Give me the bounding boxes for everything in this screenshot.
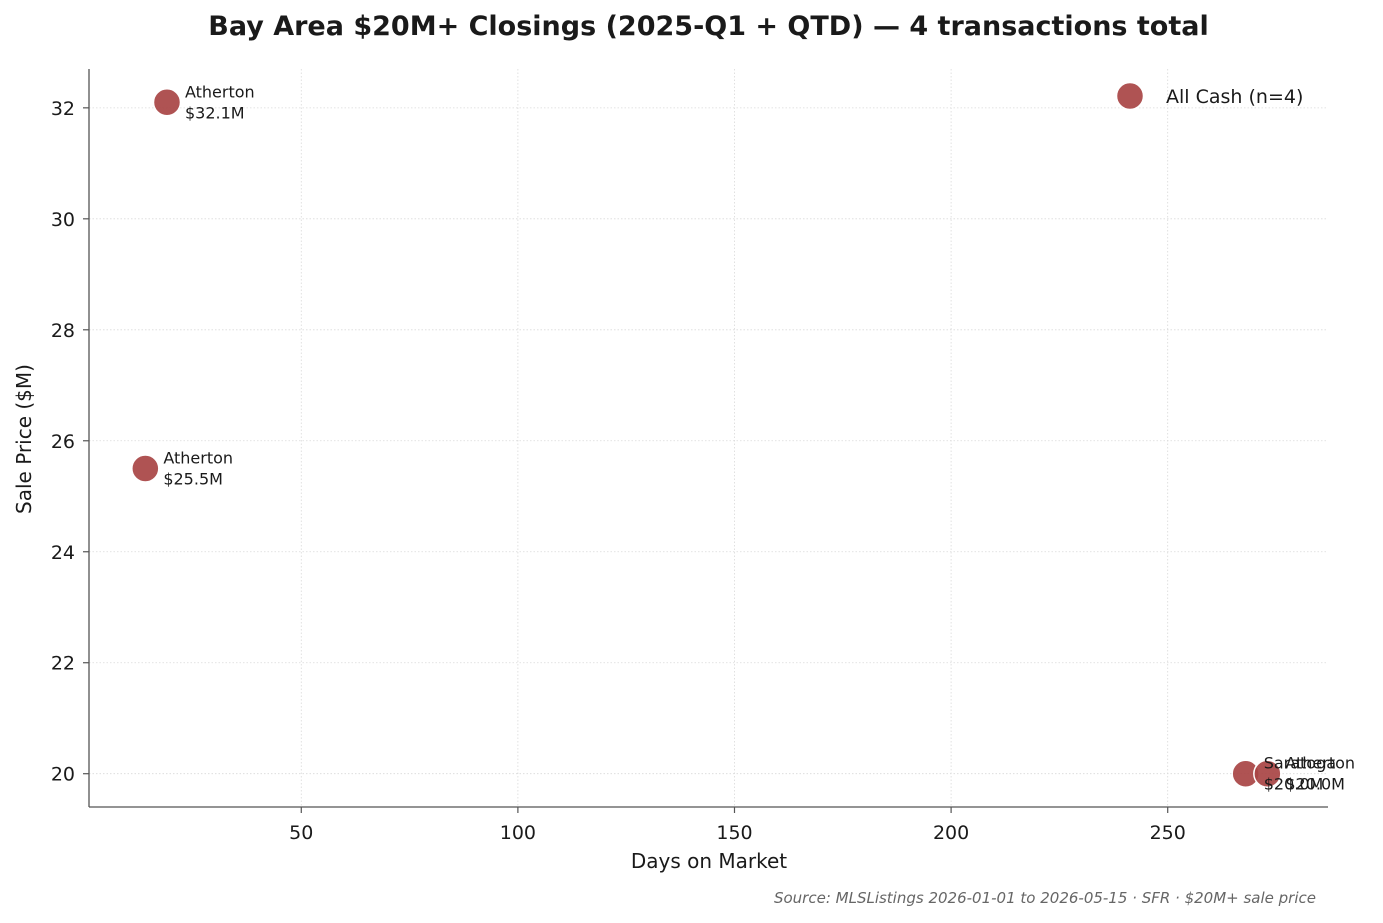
legend-marker: [1115, 81, 1145, 111]
y-tick-label: 28: [51, 320, 75, 342]
point-label-price: $25.5M: [163, 470, 223, 489]
grid-lines: [89, 69, 1328, 807]
y-tick-label: 20: [51, 764, 75, 786]
point-label-city: Atherton: [185, 82, 255, 101]
point-label-city: Atherton: [1285, 754, 1355, 773]
legend: All Cash (n=4): [1115, 81, 1303, 111]
chart-title: Bay Area $20M+ Closings (2025-Q1 + QTD) …: [208, 11, 1209, 42]
y-tick-label: 24: [51, 542, 75, 564]
x-tick-label: 50: [289, 822, 313, 844]
y-axis-label: Sale Price ($M): [12, 364, 36, 514]
point-label-city: Atherton: [163, 449, 233, 468]
data-points: [131, 88, 1282, 788]
data-point: [1253, 759, 1282, 788]
point-label-price: $20.0M: [1264, 775, 1324, 794]
x-tick-label: 150: [716, 822, 752, 844]
source-note: Source: MLSListings 2026-01-01 to 2026-0…: [773, 889, 1316, 907]
y-tick-label: 30: [51, 209, 75, 231]
point-label-price: $32.1M: [185, 103, 245, 122]
x-axis-label: Days on Market: [631, 849, 787, 873]
tick-labels: 50 100 150 200 250 20 22 24 26 28 30 32: [51, 98, 1186, 844]
y-tick-label: 22: [51, 653, 75, 675]
axes: [83, 69, 1328, 813]
legend-label: All Cash (n=4): [1166, 86, 1303, 108]
data-point: [131, 454, 160, 483]
point-labels: Atherton $32.1M Atherton $25.5M Saratoga $20.…: [163, 82, 1355, 793]
x-tick-label: 100: [500, 822, 536, 844]
data-point: [152, 88, 182, 117]
x-tick-label: 250: [1150, 822, 1186, 844]
y-tick-label: 32: [51, 98, 75, 120]
point-label-price: $20.0M: [1285, 775, 1345, 794]
x-tick-label: 200: [933, 822, 969, 844]
point-label-city: Saratoga: [1264, 754, 1336, 773]
y-tick-label: 26: [51, 431, 75, 453]
